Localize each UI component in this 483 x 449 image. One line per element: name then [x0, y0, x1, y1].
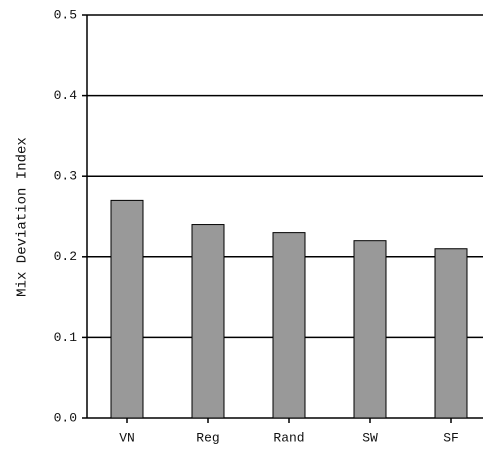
bar: [353, 240, 387, 419]
x-tick-label: Reg: [196, 430, 219, 445]
x-tick-label: SF: [443, 430, 459, 445]
x-tick-label: Rand: [273, 430, 304, 445]
y-tick-label: 0.0: [54, 410, 77, 425]
y-tick-label: 0.3: [54, 169, 77, 184]
bar: [272, 232, 306, 419]
x-tick-label: SW: [362, 430, 378, 445]
y-axis-label: Mix Deviation Index: [15, 137, 31, 297]
x-tick-label: VN: [119, 430, 135, 445]
bar: [110, 199, 144, 419]
y-tick-label: 0.1: [54, 330, 78, 345]
bar: [434, 248, 468, 419]
bar: [191, 224, 225, 419]
y-tick-label: 0.2: [54, 249, 77, 264]
y-tick-label: 0.5: [54, 7, 77, 22]
y-tick-label: 0.4: [54, 88, 78, 103]
